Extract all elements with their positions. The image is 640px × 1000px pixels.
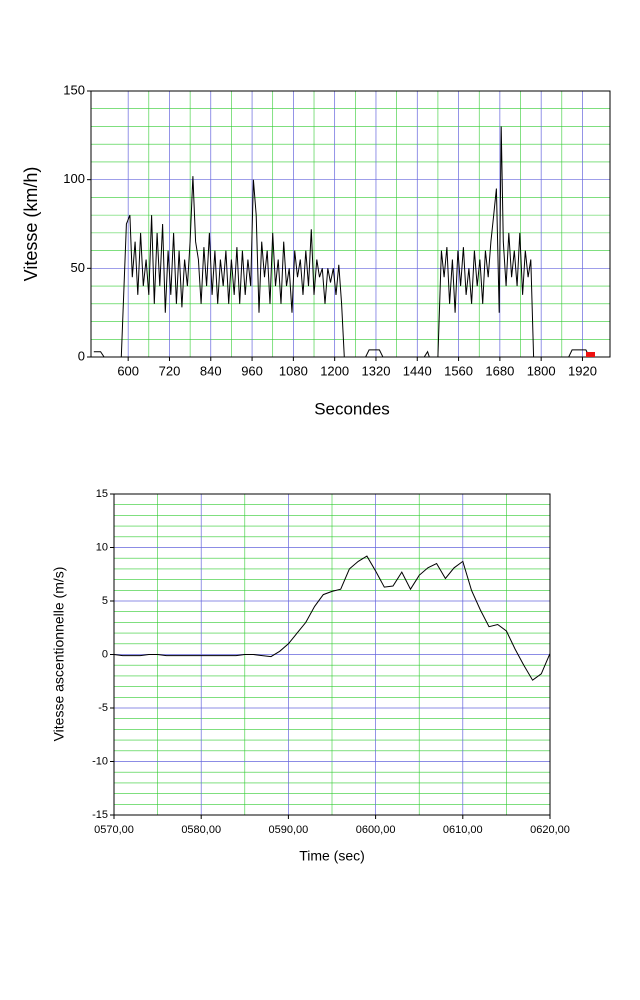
y-tick-label: -15 [92,809,108,821]
x-tick-label: 1440 [403,363,432,378]
y-tick-label: 150 [63,82,85,97]
x-tick-label: 1080 [279,363,308,378]
x-axis-label: Time (sec) [299,848,365,864]
x-tick-label: 0610,00 [443,824,483,836]
y-tick-label: -10 [92,755,108,767]
y-tick-label: 100 [63,171,85,186]
x-tick-label: 1200 [320,363,349,378]
x-tick-label: 1920 [568,363,597,378]
y-tick-label: 0 [78,348,85,363]
x-tick-label: 0590,00 [269,824,309,836]
x-tick-label: 0620,00 [530,824,570,836]
x-tick-label: 1320 [362,363,391,378]
x-tick-label: 0600,00 [356,824,396,836]
y-tick-label: 5 [102,595,108,607]
data-line [93,126,590,358]
x-axis-label: Secondes [314,399,390,418]
y-tick-label: 50 [71,260,85,275]
x-tick-label: 1680 [485,363,514,378]
y-axis-label: Vitesse ascentionnelle (m/s) [51,567,67,742]
x-tick-label: 720 [159,363,181,378]
y-tick-label: 10 [96,541,108,553]
y-tick-label: -5 [98,702,108,714]
x-tick-label: 0580,00 [181,824,221,836]
marker [586,352,595,357]
x-tick-label: 960 [241,363,263,378]
x-tick-label: 600 [117,363,139,378]
x-tick-label: 840 [200,363,222,378]
y-tick-label: 15 [96,488,108,500]
x-tick-label: 0570,00 [94,824,134,836]
y-axis-label: Vitesse (km/h) [21,167,41,282]
y-tick-label: 0 [102,648,108,660]
x-tick-label: 1560 [444,363,473,378]
data-line [113,555,551,681]
x-tick-label: 1800 [527,363,556,378]
